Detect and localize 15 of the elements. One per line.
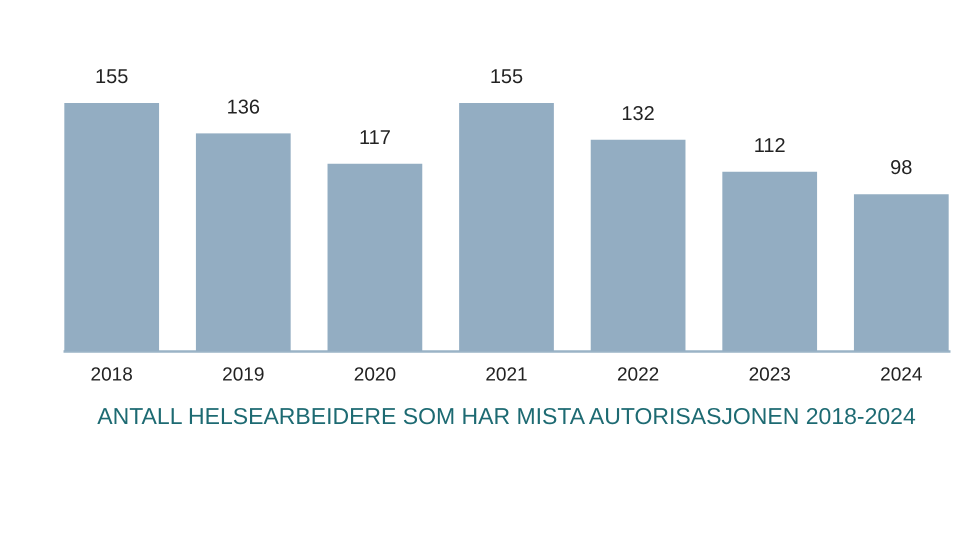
x-tick-label: 2019 xyxy=(222,364,264,386)
data-label: 155 xyxy=(95,66,128,88)
x-tick-label: 2024 xyxy=(880,364,923,386)
data-label: 98 xyxy=(890,157,912,180)
data-label: 155 xyxy=(490,66,524,88)
x-tick-label: 2022 xyxy=(616,364,660,386)
data-label: 136 xyxy=(226,96,260,118)
data-label: 132 xyxy=(621,102,655,125)
x-tick-label: 2021 xyxy=(485,364,528,386)
data-label: 112 xyxy=(754,134,786,157)
x-tick-label: 2023 xyxy=(748,364,791,386)
data-label: 117 xyxy=(358,126,391,149)
text: ANTALL HELSEARBEIDERE SOM HAR MISTA AUTORISASJONEN 2018-2024 xyxy=(97,403,916,429)
x-tick-label: 2020 xyxy=(354,364,396,386)
x-tick-label: 2018 xyxy=(90,364,133,386)
